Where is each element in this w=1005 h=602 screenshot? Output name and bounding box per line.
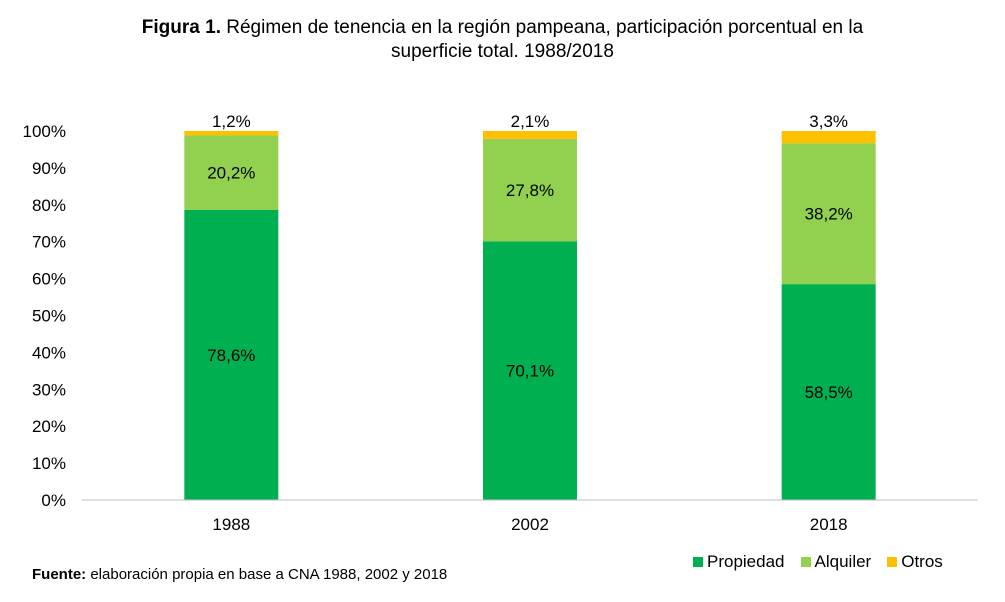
title-line1: Régimen de tenencia en la región pampean…: [220, 17, 864, 38]
data-label-propiedad-2002: 70,1%: [506, 362, 554, 381]
x-axis: 1988 2002 2018: [82, 499, 978, 534]
data-label-otros-1988: 1,2%: [212, 112, 251, 131]
bar-segment-otros-2018: [781, 131, 876, 144]
data-label-alquiler-2018: 38,2%: [805, 205, 853, 224]
y-tick-label: 90%: [32, 159, 66, 178]
legend-swatch-propiedad: [693, 557, 703, 567]
bar-segment-otros-2002: [483, 131, 577, 139]
data-label-alquiler-2002: 27,8%: [506, 181, 554, 200]
legend-swatch-otros: [887, 557, 898, 567]
data-label-propiedad-1988: 78,6%: [207, 346, 255, 365]
legend-item-alquiler: Alquiler: [800, 552, 872, 572]
y-tick-label: 50%: [32, 307, 66, 326]
y-tick-label: 30%: [32, 380, 66, 399]
y-tick-label: 100%: [23, 122, 66, 141]
y-tick-label: 80%: [32, 196, 66, 215]
title-bold: Figura 1.: [141, 17, 221, 38]
bar-segment-alquiler-1988: [184, 135, 279, 210]
legend-swatch-alquiler: [800, 557, 811, 567]
y-tick-label: 40%: [32, 343, 66, 362]
source-note: Fuente: elaboración propia en base a CNA…: [32, 566, 447, 583]
x-tick-label: 2018: [810, 515, 848, 534]
bars: 78,6% 20,2% 1,2% 70,1% 27,8% 2,1% 58,5% 38,2% 3,…: [184, 112, 876, 500]
bar-segment-propiedad-2018: [781, 284, 876, 500]
data-label-otros-2018: 3,3%: [809, 112, 848, 131]
source-bold: Fuente:: [32, 566, 87, 583]
bar-segment-propiedad-1988: [184, 209, 279, 500]
data-label-propiedad-2018: 58,5%: [805, 383, 853, 402]
y-tick-label: 70%: [32, 233, 66, 252]
chart-title: Figura 1. Régimen de tenencia en la regi…: [0, 16, 1005, 64]
x-tick-label: 2002: [511, 515, 549, 534]
bar-segment-propiedad-2002: [483, 241, 577, 500]
data-label-alquiler-1988: 20,2%: [207, 164, 255, 183]
y-tick-label: 0%: [41, 491, 66, 510]
legend-label-alquiler: Alquiler: [814, 552, 872, 571]
y-tick-label: 10%: [32, 454, 66, 473]
y-axis: 0% 10% 20% 30% 40% 50% 60% 70% 80% 90% 100%: [23, 122, 66, 510]
legend-item-otros: Otros: [887, 552, 943, 572]
data-label-otros-2002: 2,1%: [511, 112, 550, 131]
legend-label-propiedad: Propiedad: [707, 552, 785, 571]
y-tick-label: 20%: [32, 417, 66, 436]
bar-segment-alquiler-2002: [483, 138, 577, 242]
y-tick-label: 60%: [32, 270, 66, 289]
legend-item-propiedad: Propiedad: [693, 552, 785, 572]
legend-label-otros: Otros: [901, 552, 943, 571]
bar-segment-otros-1988: [184, 131, 279, 136]
source-text: elaboración propia en base a CNA 1988, 2…: [86, 566, 448, 583]
legend: Propiedad Alquiler Otros: [693, 552, 943, 572]
bar-segment-alquiler-2018: [781, 143, 876, 285]
x-tick-label: 1988: [212, 515, 250, 534]
title-line2: superficie total. 1988/2018: [391, 41, 614, 62]
